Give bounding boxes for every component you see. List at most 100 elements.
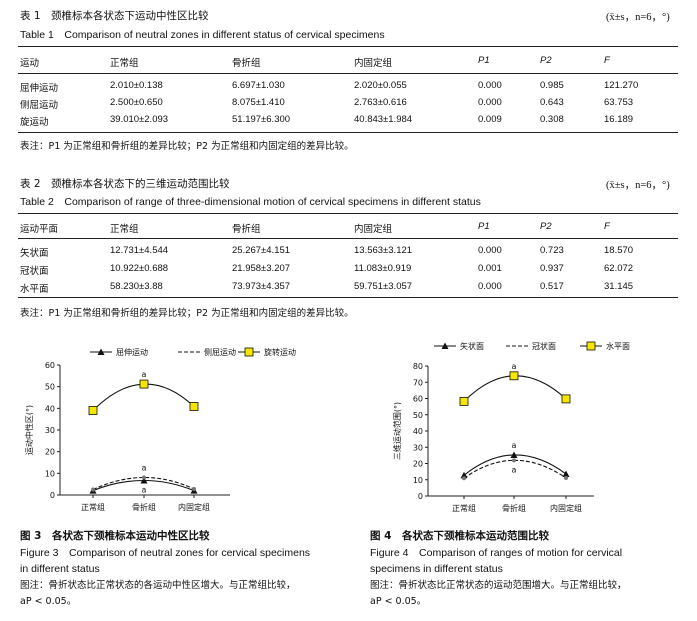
table1-cell-r2-c4: 0.009 <box>478 114 502 125</box>
table2-cell-r1-c6: 62.072 <box>604 263 634 274</box>
table2-cell-r2-c0: 水平面 <box>20 284 49 295</box>
fig4-legend-marker-2 <box>586 341 596 351</box>
figure3-caption-cn: 图 3 各状态下颈椎标本运动中性区比较 <box>20 530 210 542</box>
table2-header-2: 骨折组 <box>232 224 261 235</box>
table1-bottom-rule <box>18 132 678 133</box>
fig4-point-s2-1 <box>509 371 519 381</box>
table1-cell-r2-c1: 39.010±2.093 <box>110 114 169 125</box>
fig4-point-s1-1 <box>512 458 516 463</box>
fig4-ytick-label-5: 50 <box>413 411 423 420</box>
fig4-ytick-label-4: 40 <box>413 427 423 436</box>
table1-cell-r2-c6: 16.189 <box>604 114 634 125</box>
table2-title-cn: 表 2 颈椎标本各状态下的三维运动范围比较 <box>20 178 230 190</box>
fig4-xtick-label-1: 骨折组 <box>502 503 526 513</box>
table2-cell-r1-c1: 10.922±0.688 <box>110 263 169 274</box>
fig3-ytick-label-2: 20 <box>45 448 55 457</box>
table1-cell-r0-c4: 0.000 <box>478 80 502 91</box>
fig4-ytick-label-6: 60 <box>413 395 423 404</box>
fig4-legend-label-2: 水平面 <box>606 341 630 351</box>
table2-header-0: 运动平面 <box>20 224 59 235</box>
fig4-legend-label-0: 矢状面 <box>460 341 484 351</box>
table2-header-1: 正常组 <box>110 224 139 235</box>
fig4-point-s2-0 <box>459 396 469 406</box>
table2-cell-r0-c4: 0.000 <box>478 245 502 256</box>
figure4-note-1: 图注：骨折状态比正常状态的运动范围增大。与正常组比较， <box>370 580 627 591</box>
table1-cell-r1-c4: 0.000 <box>478 97 502 108</box>
table1-header-5: P2 <box>540 55 552 66</box>
fig3-legend-marker-0 <box>97 348 105 355</box>
fig4-ytick-label-7: 70 <box>413 378 423 387</box>
table1-cell-r1-c6: 63.753 <box>604 97 634 108</box>
table2-cell-r2-c6: 31.145 <box>604 281 634 292</box>
table1-cell-r2-c2: 51.197±6.300 <box>232 114 291 125</box>
fig4-annotation-1: a <box>512 441 517 450</box>
table1-title-cn: 表 1 颈椎标本各状态下运动中性区比较 <box>20 10 209 22</box>
table1-cell-r0-c0: 屈伸运动 <box>20 83 59 94</box>
fig3-xtick-label-0: 正常组 <box>81 502 105 512</box>
fig3-ytick-label-3: 30 <box>45 426 55 435</box>
figure3-note-2: aP < 0.05。 <box>20 596 77 607</box>
fig3-point-s2-0 <box>88 406 98 415</box>
fig4-ytick-label-2: 20 <box>413 460 423 469</box>
table1-cell-r2-c5: 0.308 <box>540 114 564 125</box>
fig4-point-s1-0 <box>462 476 466 481</box>
fig4-xtick-label-2: 内固定组 <box>550 503 582 513</box>
fig3-legend-label-2: 旋转运动 <box>264 347 296 357</box>
table2-cell-r2-c3: 59.751±3.057 <box>354 281 413 292</box>
figure3-chart: 0 10 20 30 40 50 60 正常组 骨折组 内固定组 运动中性区(°) a a a 屈伸运动 侧屈… <box>24 347 296 512</box>
table2-cell-r1-c2: 21.958±3.207 <box>232 263 291 274</box>
table1-cell-r0-c2: 6.697±1.030 <box>232 80 285 91</box>
fig4-ytick-label-3: 30 <box>413 443 423 452</box>
table1-header-0: 运动 <box>20 58 40 69</box>
figure3-caption-en-2: in different status <box>20 563 100 575</box>
fig4-ytick-label-8: 80 <box>413 362 423 371</box>
fig4-ylabel: 三维运动范围(°) <box>392 402 402 460</box>
figure4-note-2: aP < 0.05。 <box>370 596 427 607</box>
fig3-annotation-2: a <box>142 485 147 494</box>
fig3-series-line-1 <box>92 477 195 491</box>
table2-cell-r0-c5: 0.723 <box>540 245 564 256</box>
fig3-point-s2-1 <box>139 379 149 389</box>
table1-header-4: P1 <box>478 55 490 66</box>
fig3-point-s2-2 <box>189 402 199 411</box>
table2-header-4: P1 <box>478 221 490 232</box>
fig3-point-s0-1 <box>140 476 148 484</box>
table2-cell-r0-c0: 矢状面 <box>20 248 49 259</box>
table2-cell-r1-c5: 0.937 <box>540 263 564 274</box>
table1-cell-r2-c3: 40.843±1.984 <box>354 114 413 125</box>
fig3-ytick-label-1: 10 <box>45 469 55 478</box>
fig3-xtick-label-1: 骨折组 <box>132 502 156 512</box>
table1-cell-r1-c0: 侧屈运动 <box>20 100 59 111</box>
table2-cell-r2-c4: 0.000 <box>478 281 502 292</box>
table2-cell-r0-c3: 13.563±3.121 <box>354 245 413 256</box>
fig4-ytick-label-0: 0 <box>418 492 423 501</box>
table2-cell-r0-c2: 25.267±4.151 <box>232 245 291 256</box>
fig3-legend-marker-2 <box>244 347 254 357</box>
table1-stat-note: (x̄±s，n=6，°) <box>606 12 670 23</box>
table2-note: 表注：P1 为正常组和骨折组的差异比较；P2 为正常组和内固定组的差异比较。 <box>20 308 354 319</box>
fig3-point-s1-0 <box>91 487 95 492</box>
table2-mid-rule <box>18 238 678 239</box>
fig3-xtick-label-2: 内固定组 <box>178 502 210 512</box>
table1-cell-r1-c2: 8.075±1.410 <box>232 97 285 108</box>
fig3-ylabel: 运动中性区(°) <box>24 405 34 455</box>
table2-cell-r0-c1: 12.731±4.544 <box>110 245 169 256</box>
fig3-point-s1-2 <box>192 487 196 492</box>
table1-cell-r1-c5: 0.643 <box>540 97 564 108</box>
fig4-annotation-0: a <box>512 362 517 371</box>
table1-cell-r0-c3: 2.020±0.055 <box>354 80 407 91</box>
table2-cell-r0-c6: 18.570 <box>604 245 634 256</box>
figure3-note-1: 图注：骨折状态比正常状态的各运动中性区增大。与正常组比较， <box>20 580 296 591</box>
table1-header-1: 正常组 <box>110 58 139 69</box>
fig4-legend-marker-0 <box>441 342 449 349</box>
table2-cell-r1-c3: 11.083±0.919 <box>354 263 412 274</box>
table2-stat-note: (x̄±s，n=6，°) <box>606 180 670 191</box>
fig3-point-s1-1 <box>142 475 146 480</box>
table1-mid-rule <box>18 73 678 74</box>
fig3-annotation-1: a <box>142 464 147 473</box>
fig4-point-s2-2 <box>561 394 571 404</box>
figure3-caption-en-1: Figure 3 Comparison of neutral zones for… <box>20 547 311 559</box>
fig4-xtick-label-0: 正常组 <box>452 503 476 513</box>
table1-note: 表注：P1 为正常组和骨折组的差异比较；P2 为正常组和内固定组的差异比较。 <box>20 141 354 152</box>
table1-title-en: Table 1 Comparison of neutral zones in d… <box>20 29 385 41</box>
